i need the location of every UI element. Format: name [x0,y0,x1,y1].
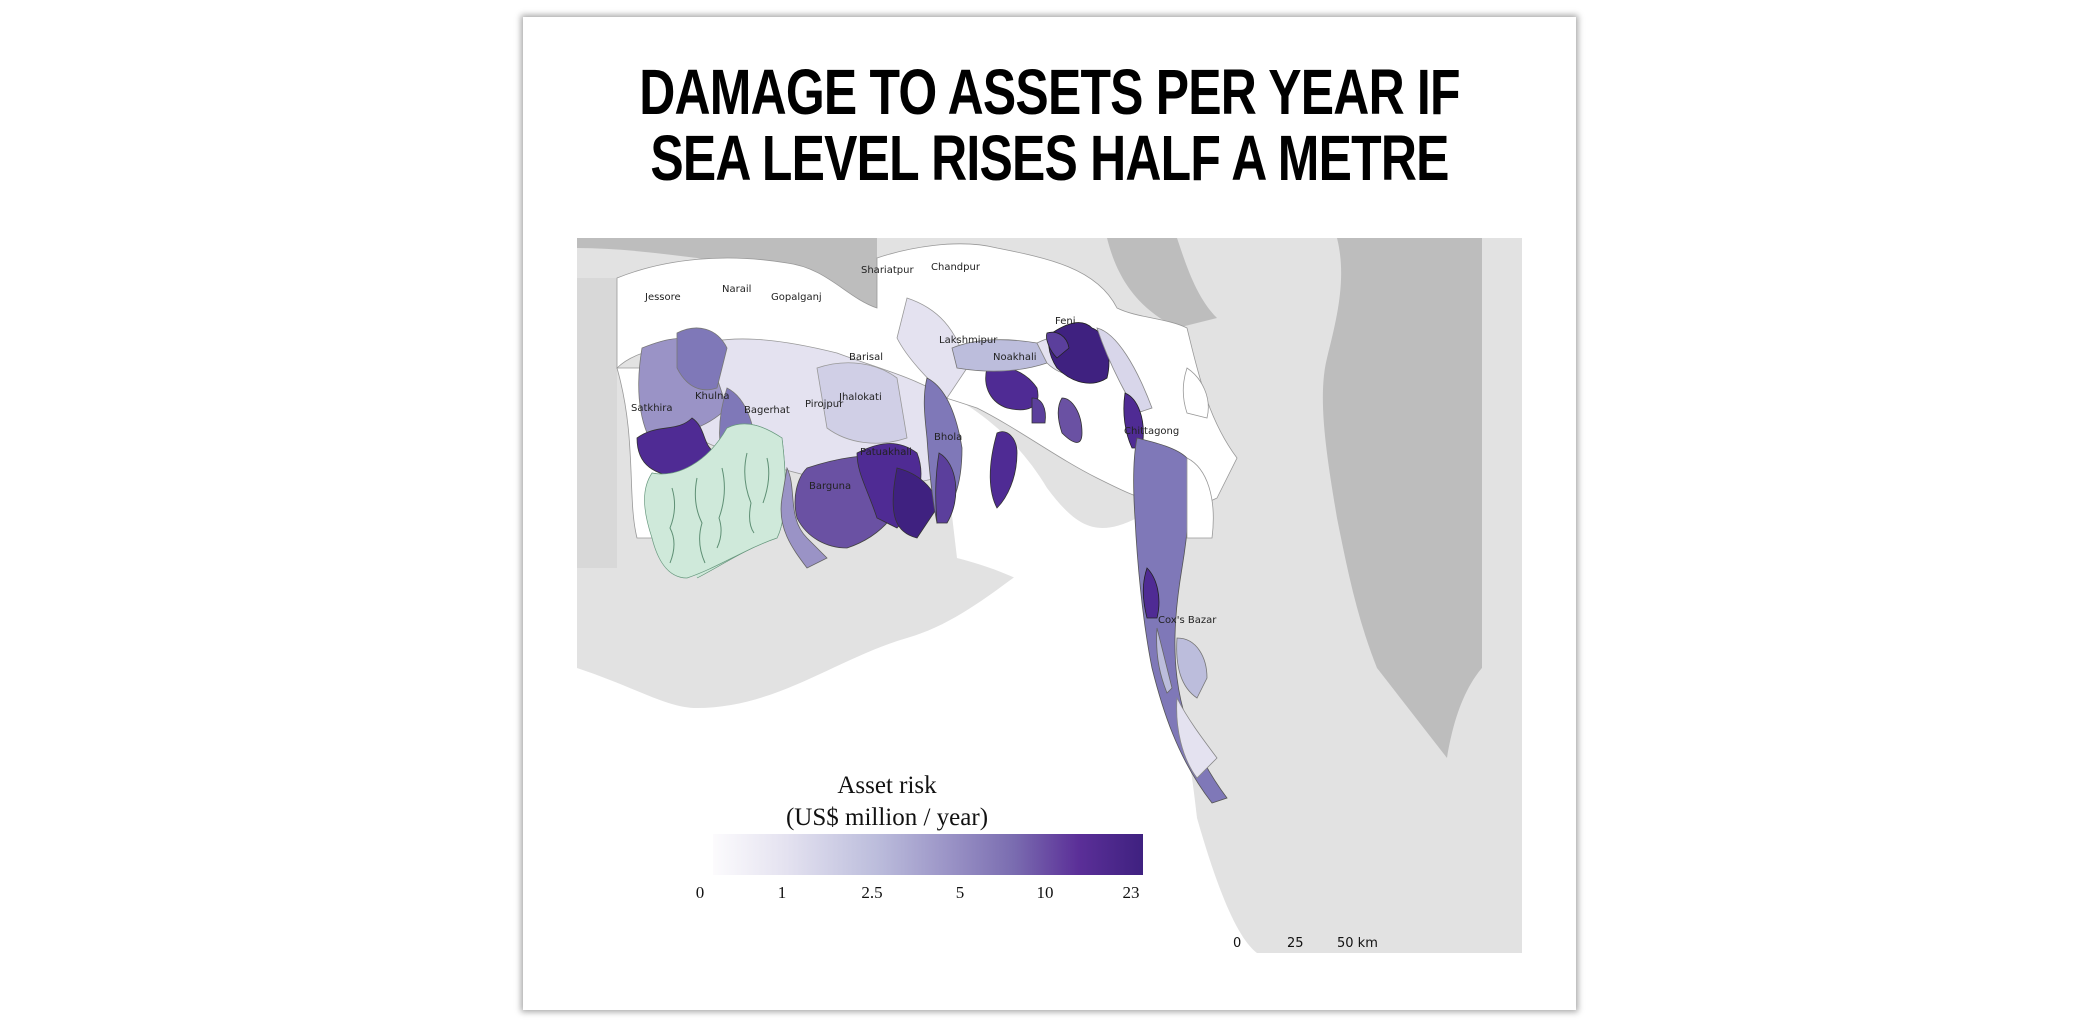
map-graphic [577,238,1522,953]
myanmar-hills-region [1322,238,1522,758]
scale-label-25: 25 [1287,936,1304,951]
label-chandpur: Chandpur [931,262,980,273]
page-title: DAMAGE TO ASSETS PER YEAR IF SEA LEVEL R… [639,59,1460,191]
legend-tick-2-5: 2.5 [861,883,883,902]
label-khulna: Khulna [695,391,730,402]
label-lakshmipur: Lakshmipur [939,335,998,346]
label-coxs-bazar: Cox's Bazar [1158,615,1217,626]
title-line-1: DAMAGE TO ASSETS PER YEAR IF [639,56,1460,128]
label-barisal: Barisal [849,352,883,363]
choropleth-map: Jessore Narail Gopalganj Shariatpur Chan… [577,238,1522,953]
legend-tick-0: 0 [695,883,705,902]
label-pirojpur: Pirojpur [805,399,844,410]
label-narail: Narail [722,284,752,295]
sundarbans-region [644,423,786,579]
legend-title-line-1: Asset risk [837,772,937,799]
label-chittagong: Chittagong [1124,426,1180,437]
legend-tick-5: 5 [955,883,965,902]
label-feni: Feni [1055,316,1076,327]
legend-color-ramp [713,834,1143,875]
legend-tick-10: 10 [1036,883,1054,902]
label-jhalokati: Jhalokati [839,392,882,403]
legend-title-line-2: (US$ million / year) [785,804,989,831]
label-shariatpur: Shariatpur [861,265,914,276]
label-bagerhat: Bagerhat [744,405,790,416]
label-patuakhali: Patuakhali [860,447,912,458]
legend-tick-1: 1 [777,883,787,902]
label-barguna: Barguna [809,481,852,492]
label-gopalganj: Gopalganj [771,292,822,303]
legend-title: Asset risk (US$ million / year) [637,770,1137,834]
scale-label-0: 0 [1233,936,1242,951]
legend-tick-23: 23 [1122,883,1140,902]
label-jessore: Jessore [645,292,681,303]
scale-label-50km: 50 km [1337,936,1378,951]
infographic-card: DAMAGE TO ASSETS PER YEAR IF SEA LEVEL R… [523,17,1576,1010]
label-satkhira: Satkhira [631,403,673,414]
title-line-2: SEA LEVEL RISES HALF A METRE [650,122,1449,194]
label-noakhali: Noakhali [993,352,1037,363]
label-bhola: Bhola [934,432,963,443]
